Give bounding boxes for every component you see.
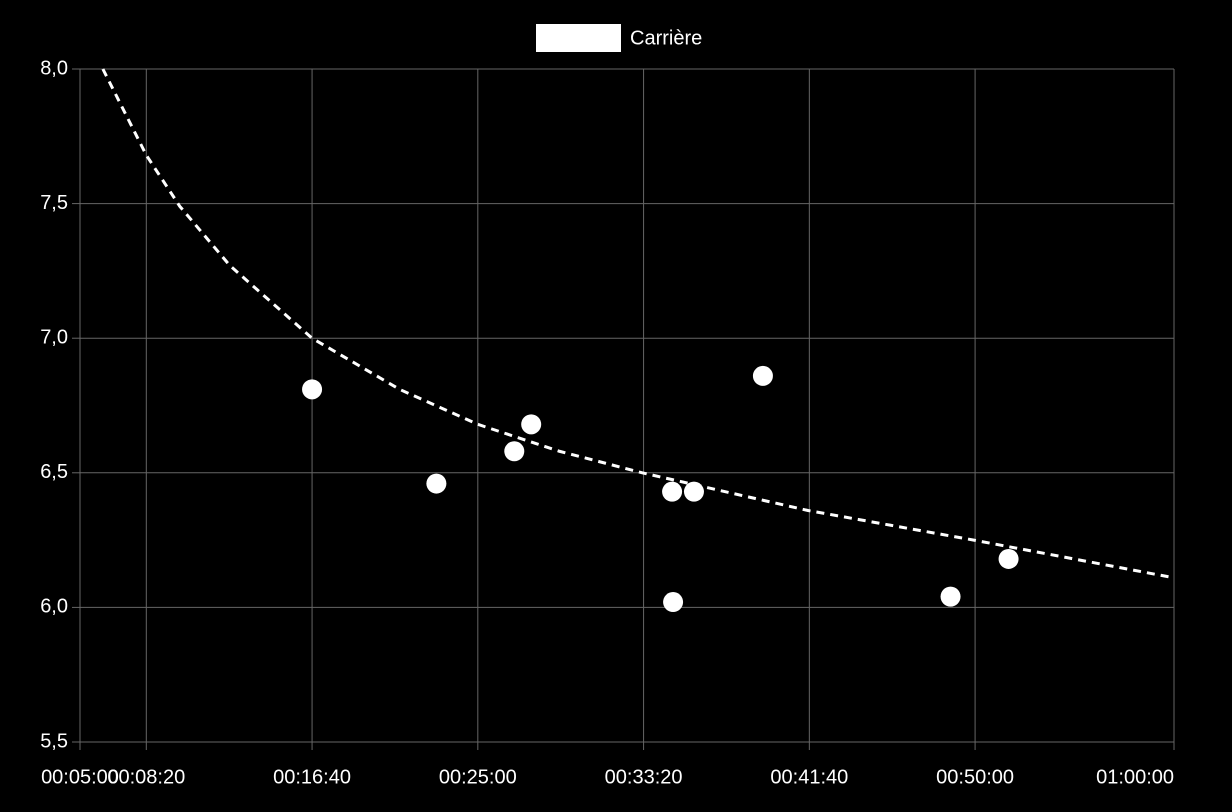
- x-tick-label: 00:16:40: [273, 766, 351, 788]
- x-tick-label: 00:05:00: [41, 766, 119, 788]
- data-point: [662, 481, 683, 502]
- x-tick-label: 00:50:00: [936, 766, 1014, 788]
- data-point: [302, 379, 323, 400]
- y-tick-label: 7,5: [40, 192, 68, 214]
- x-tick-label: 00:33:20: [605, 766, 683, 788]
- legend-label: Carrière: [630, 27, 702, 49]
- y-tick-label: 6,0: [40, 596, 68, 618]
- y-tick-label: 5,5: [40, 730, 68, 752]
- x-tick-label: 00:25:00: [439, 766, 517, 788]
- data-point: [426, 473, 447, 494]
- trend-line: [101, 68, 1175, 580]
- data-point: [663, 592, 684, 613]
- y-tick-label: 8,0: [40, 57, 68, 79]
- x-tick-label: 01:00:00: [1096, 766, 1174, 788]
- legend-swatch: [536, 24, 621, 52]
- data-point: [752, 365, 773, 386]
- y-tick-label: 7,0: [40, 326, 68, 348]
- data-point: [683, 481, 704, 502]
- data-point: [504, 441, 525, 462]
- y-tick-label: 6,5: [40, 461, 68, 483]
- x-tick-label: 00:41:40: [770, 766, 848, 788]
- data-point: [940, 586, 961, 607]
- data-point: [521, 414, 542, 435]
- x-tick-label: 00:08:20: [107, 766, 185, 788]
- data-point: [998, 548, 1019, 569]
